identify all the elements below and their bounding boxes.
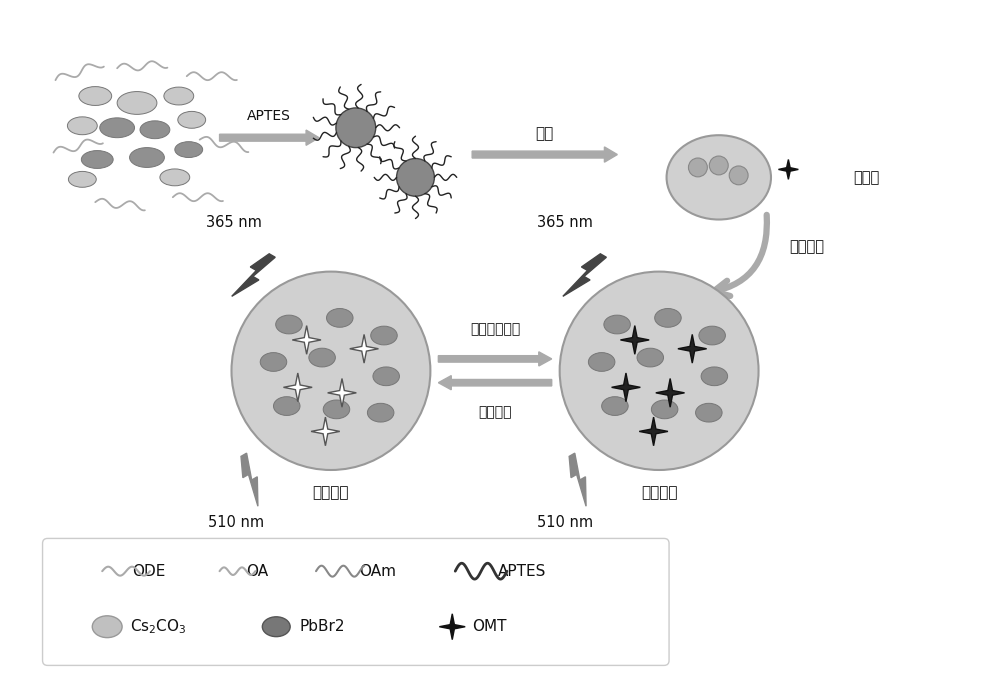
Ellipse shape <box>67 117 97 135</box>
Text: 荧光恢复: 荧光恢复 <box>313 485 349 500</box>
Polygon shape <box>569 453 586 507</box>
Ellipse shape <box>260 352 287 371</box>
Ellipse shape <box>81 151 113 169</box>
Circle shape <box>729 166 748 184</box>
Polygon shape <box>563 254 606 296</box>
Polygon shape <box>656 379 685 407</box>
Circle shape <box>560 272 759 470</box>
Ellipse shape <box>68 171 96 187</box>
FancyBboxPatch shape <box>43 538 669 665</box>
Ellipse shape <box>371 326 397 345</box>
Ellipse shape <box>117 92 157 115</box>
Ellipse shape <box>92 616 122 638</box>
Ellipse shape <box>604 315 630 334</box>
Polygon shape <box>778 160 798 180</box>
Ellipse shape <box>309 348 335 367</box>
Ellipse shape <box>696 404 722 422</box>
Ellipse shape <box>262 617 290 636</box>
Ellipse shape <box>178 111 206 129</box>
Text: ODE: ODE <box>132 564 165 578</box>
Text: 荧光淬灭: 荧光淬灭 <box>641 485 677 500</box>
Ellipse shape <box>100 118 135 138</box>
Text: APTES: APTES <box>247 108 291 123</box>
Text: APTES: APTES <box>498 564 546 578</box>
Ellipse shape <box>699 326 725 345</box>
FancyArrow shape <box>472 147 617 162</box>
Polygon shape <box>350 334 378 363</box>
Circle shape <box>688 158 707 177</box>
Polygon shape <box>620 325 649 354</box>
Ellipse shape <box>164 87 194 105</box>
Text: 洗脱模版分子: 洗脱模版分子 <box>470 322 520 336</box>
Ellipse shape <box>588 352 615 371</box>
Polygon shape <box>678 334 707 363</box>
Ellipse shape <box>79 86 112 106</box>
Text: 365 nm: 365 nm <box>206 215 261 230</box>
Ellipse shape <box>327 308 353 328</box>
Ellipse shape <box>273 397 300 415</box>
Polygon shape <box>292 325 321 354</box>
Ellipse shape <box>667 135 771 220</box>
Text: 365 nm: 365 nm <box>537 215 593 230</box>
Text: OMT: OMT <box>472 619 507 634</box>
Ellipse shape <box>140 121 170 139</box>
Ellipse shape <box>637 348 664 367</box>
Ellipse shape <box>373 367 399 386</box>
Ellipse shape <box>160 169 190 186</box>
Text: PbBr2: PbBr2 <box>299 619 345 634</box>
Circle shape <box>709 156 728 175</box>
Text: OAm: OAm <box>359 564 396 578</box>
Text: 510 nm: 510 nm <box>208 515 265 529</box>
Ellipse shape <box>276 315 302 334</box>
Ellipse shape <box>602 397 628 415</box>
Text: $\mathregular{Cs_2CO_3}$: $\mathregular{Cs_2CO_3}$ <box>130 617 187 636</box>
Circle shape <box>397 158 434 196</box>
Polygon shape <box>232 254 275 296</box>
Text: OA: OA <box>246 564 269 578</box>
Polygon shape <box>311 417 340 446</box>
Circle shape <box>336 108 376 148</box>
Text: 聚合反应: 聚合反应 <box>789 239 824 254</box>
Polygon shape <box>241 453 258 507</box>
Ellipse shape <box>367 404 394 422</box>
Text: 510 nm: 510 nm <box>537 515 593 529</box>
Polygon shape <box>283 373 312 401</box>
Polygon shape <box>328 379 356 407</box>
Polygon shape <box>439 614 465 640</box>
Ellipse shape <box>130 148 164 167</box>
FancyArrow shape <box>438 376 552 390</box>
Circle shape <box>232 272 430 470</box>
Text: 交联剂: 交联剂 <box>853 170 879 185</box>
FancyArrow shape <box>220 130 319 145</box>
Ellipse shape <box>701 367 728 386</box>
Ellipse shape <box>655 308 681 328</box>
Polygon shape <box>612 373 640 401</box>
Ellipse shape <box>323 400 350 419</box>
FancyArrow shape <box>438 352 552 366</box>
Ellipse shape <box>175 142 203 158</box>
Text: 重新绑定: 重新绑定 <box>478 406 512 419</box>
Polygon shape <box>639 417 668 446</box>
Text: 水解: 水解 <box>536 126 554 141</box>
Ellipse shape <box>651 400 678 419</box>
